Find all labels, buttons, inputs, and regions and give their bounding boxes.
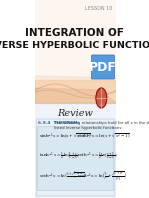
Polygon shape [35, 76, 116, 103]
Text: $\text{sech}^{-1}x = \ln\!\left(\frac{1+\sqrt{1-x^2}}{x}\right)$: $\text{sech}^{-1}x = \ln\!\left(\frac{1+… [39, 170, 87, 182]
Text: The following relationships hold for all x in the domains of the
listed inverse : The following relationships hold for all… [54, 121, 149, 130]
Text: $\text{csch}^{-1}x = \ln\!\left(\frac{1}{x}+\frac{\sqrt{1+x^2}}{|x|}\right)$: $\text{csch}^{-1}x = \ln\!\left(\frac{1}… [77, 169, 127, 183]
Text: $\sinh^{-1}x = \ln(x+\sqrt{x^2+1})$: $\sinh^{-1}x = \ln(x+\sqrt{x^2+1})$ [39, 131, 93, 141]
Text: INTEGRATION OF: INTEGRATION OF [25, 28, 124, 38]
Text: $\cosh^{-1}x = \ln(x+\sqrt{x^2-1})$: $\cosh^{-1}x = \ln(x+\sqrt{x^2-1})$ [77, 131, 131, 141]
Text: LESSON 10: LESSON 10 [85, 6, 113, 11]
Circle shape [96, 88, 107, 108]
Text: $\coth^{-1}x = \frac{1}{2}\ln\!\left(\frac{x+1}{x-1}\right)$: $\coth^{-1}x = \frac{1}{2}\ln\!\left(\fr… [77, 151, 118, 161]
Text: 6.9.4  THEOREM:: 6.9.4 THEOREM: [38, 121, 79, 125]
FancyBboxPatch shape [36, 119, 115, 196]
Text: PDF: PDF [89, 61, 117, 73]
Bar [35, 0, 116, 103]
FancyBboxPatch shape [38, 127, 114, 190]
Text: Review: Review [57, 109, 93, 118]
Text: $\tanh^{-1}x = \frac{1}{2}\ln\!\left(\frac{1+x}{1-x}\right)$: $\tanh^{-1}x = \frac{1}{2}\ln\!\left(\fr… [39, 151, 80, 161]
Bar [35, 103, 116, 198]
FancyBboxPatch shape [92, 55, 114, 79]
Polygon shape [35, 80, 116, 103]
Text: INVERSE HYPERBOLIC FUNCTIONS: INVERSE HYPERBOLIC FUNCTIONS [0, 41, 149, 50]
Polygon shape [35, 88, 116, 103]
